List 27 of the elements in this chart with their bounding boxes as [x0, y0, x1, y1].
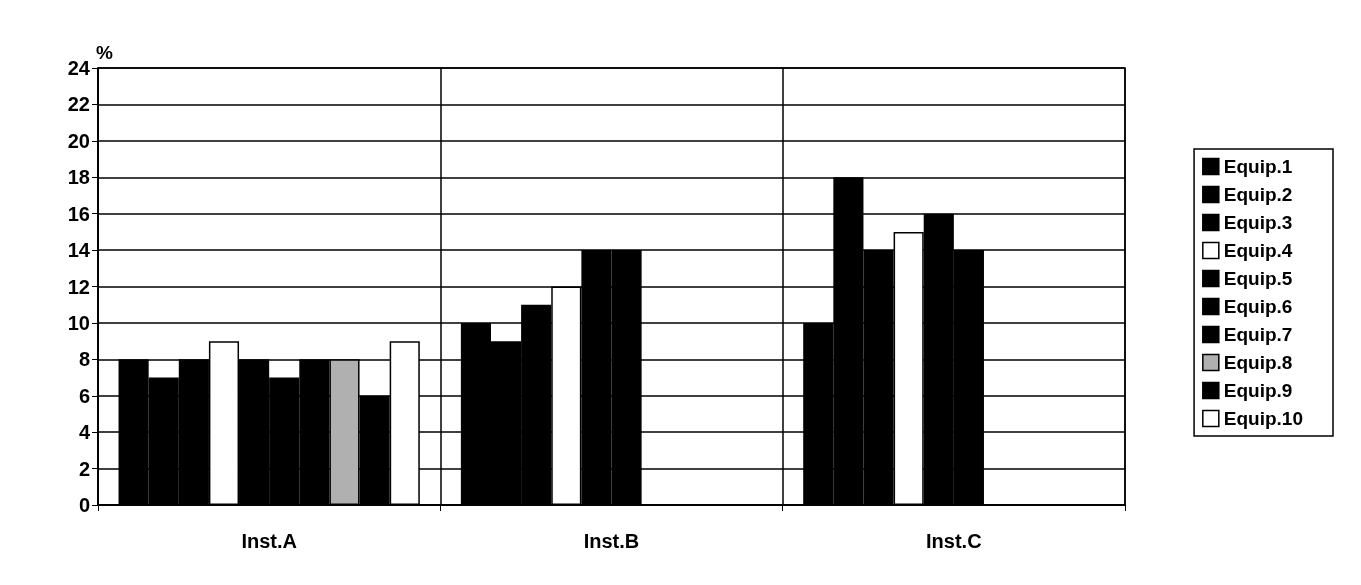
y-tick-label: 4: [78, 421, 91, 444]
y-tick-label: 14: [67, 239, 91, 262]
y-tick-label: 10: [67, 311, 90, 334]
x-tick-label: Inst.A: [241, 530, 297, 552]
legend-label: Equip.9: [1223, 380, 1293, 401]
y-tick-label: 24: [67, 57, 91, 79]
y-axis-title: %: [96, 42, 113, 63]
y-tick-label: 6: [78, 384, 90, 407]
legend-label: Equip.6: [1223, 296, 1293, 317]
legend-label: Equip.8: [1223, 352, 1293, 373]
y-tick-label: 8: [78, 348, 90, 371]
legend-label: Equip.7: [1223, 324, 1293, 345]
legend-label: Equip.2: [1223, 184, 1293, 205]
x-tick-label: Inst.B: [583, 530, 640, 552]
legend-label: Equip.5: [1223, 268, 1293, 289]
y-tick-label: 20: [67, 129, 90, 152]
legend-label: Equip.3: [1223, 212, 1293, 233]
legend-label: Equip.10: [1223, 408, 1304, 429]
y-tick-label: 22: [67, 93, 90, 116]
y-tick-label: 0: [78, 494, 90, 516]
y-tick-label: 2: [78, 457, 90, 480]
y-tick-label: 12: [67, 275, 90, 298]
y-tick-label: 18: [67, 166, 90, 189]
legend-label: Equip.1: [1223, 156, 1293, 177]
y-tick-label: 16: [67, 202, 90, 225]
x-tick-label: Inst.C: [926, 530, 982, 552]
legend-label: Equip.4: [1223, 240, 1293, 261]
